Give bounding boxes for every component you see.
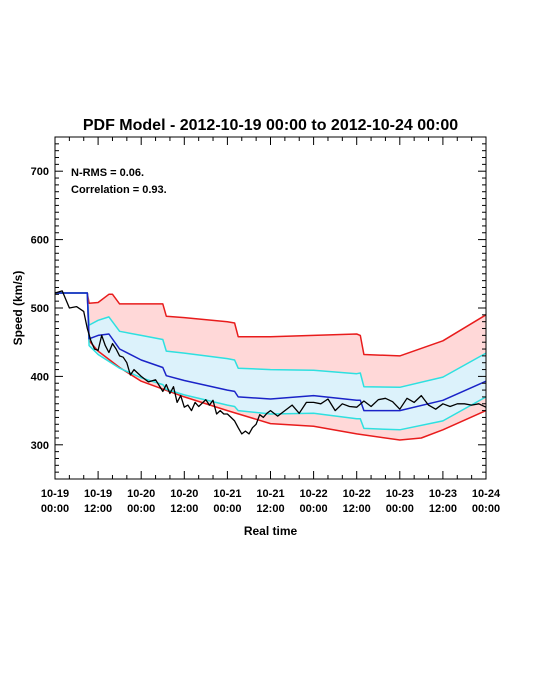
y-tick-label: 400 bbox=[31, 371, 49, 383]
inner-upper-line bbox=[55, 292, 487, 389]
x-tick-label-date: 10-19 bbox=[41, 488, 69, 500]
y-tick-label: 600 bbox=[31, 235, 49, 247]
x-axis-label: Real time bbox=[244, 524, 298, 538]
x-tick-label-time: 12:00 bbox=[343, 503, 371, 515]
x-tick-label-date: 10-24 bbox=[472, 488, 501, 500]
chart-title: PDF Model - 2012-10-19 00:00 to 2012-10-… bbox=[83, 117, 458, 134]
x-tick-label-date: 10-20 bbox=[127, 488, 155, 500]
x-tick-label-time: 00:00 bbox=[213, 503, 241, 515]
x-tick-label-date: 10-19 bbox=[84, 488, 112, 500]
inner-band-fill bbox=[55, 293, 486, 430]
y-tick-label: 500 bbox=[31, 303, 49, 315]
x-tick-label-time: 00:00 bbox=[386, 503, 414, 515]
y-tick-label: 700 bbox=[31, 166, 49, 178]
y-tick-label: 300 bbox=[31, 440, 49, 452]
x-tick-label-time: 12:00 bbox=[429, 503, 457, 515]
x-tick-label-date: 10-22 bbox=[300, 488, 328, 500]
prediction-bands bbox=[55, 293, 486, 440]
x-tick-label-time: 12:00 bbox=[84, 503, 112, 515]
x-tick-label-date: 10-23 bbox=[429, 488, 457, 500]
x-tick-label-time: 00:00 bbox=[127, 503, 155, 515]
x-tick-label-date: 10-22 bbox=[343, 488, 371, 500]
annotation-nrms: N-RMS = 0.06. bbox=[71, 167, 144, 179]
annotation-correlation: Correlation = 0.93. bbox=[71, 184, 167, 196]
x-tick-label-date: 10-23 bbox=[386, 488, 414, 500]
x-tick-label-time: 12:00 bbox=[256, 503, 284, 515]
x-tick-label-date: 10-20 bbox=[170, 488, 198, 500]
x-axis: 10-19 00:00 10-19 12:00 10-20 00:00 10-20 12:00… bbox=[41, 137, 501, 515]
x-tick-label-time: 00:00 bbox=[41, 503, 69, 515]
x-tick-label-time: 00:00 bbox=[472, 503, 500, 515]
x-tick-label-date: 10-21 bbox=[256, 488, 284, 500]
x-tick-label-time: 00:00 bbox=[300, 503, 328, 515]
series-lines bbox=[54, 290, 487, 441]
inner-lower-line bbox=[55, 292, 487, 431]
y-axis: 300 400 500 600 700 bbox=[31, 136, 486, 480]
observed-line bbox=[54, 290, 487, 435]
y-axis-label: Speed (km/s) bbox=[11, 271, 25, 346]
outer-upper-line bbox=[55, 292, 487, 357]
x-tick-label-time: 12:00 bbox=[170, 503, 198, 515]
x-tick-label-date: 10-21 bbox=[213, 488, 241, 500]
